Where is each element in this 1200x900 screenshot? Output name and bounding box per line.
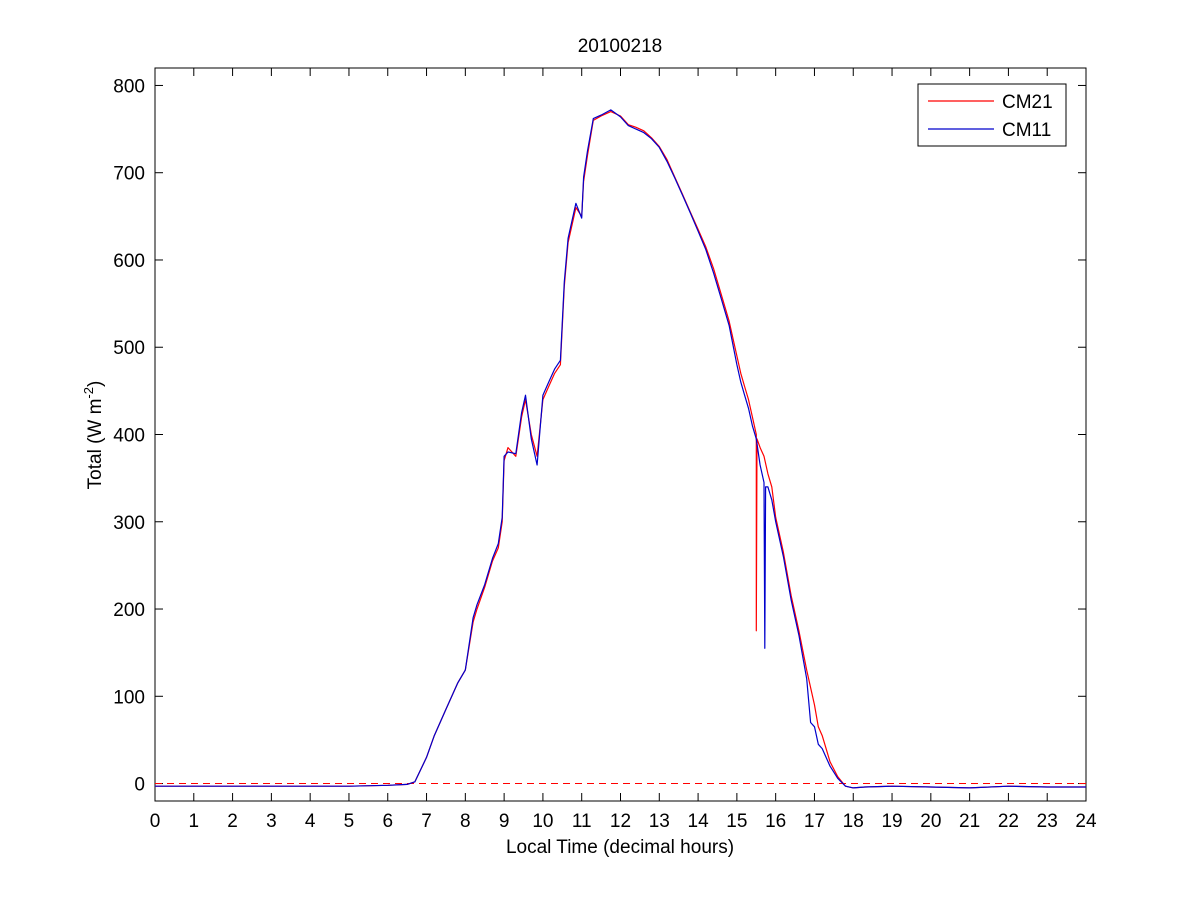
- x-tick-label: 13: [649, 811, 670, 832]
- y-tick-label: 800: [113, 76, 145, 97]
- x-tick-label: 7: [421, 811, 432, 832]
- y-axis-title-prefix: Total (W m: [85, 399, 106, 490]
- x-tick-label: 3: [266, 811, 277, 832]
- x-tick-label: 0: [150, 811, 161, 832]
- legend-label: CM21: [1002, 92, 1053, 113]
- x-tick-label: 20: [920, 811, 941, 832]
- x-tick-label: 22: [998, 811, 1019, 832]
- series-line-cm11: [155, 109, 1086, 789]
- plot-area: 0 1 2 3 4 5 6 7 8 9 10 11 12 13 14 15 16 17 18 19 20 21 22 23 24…: [113, 67, 1097, 832]
- legend-label: CM11: [1002, 120, 1051, 141]
- y-tick-label: 300: [113, 513, 145, 534]
- x-tick-label: 5: [344, 811, 355, 832]
- x-axis-title: Local Time (decimal hours): [506, 837, 734, 858]
- y-axis-title: Total (W m-2): [81, 381, 106, 490]
- y-tick-label: 0: [134, 775, 145, 796]
- x-tick-label: 11: [572, 811, 592, 832]
- x-tick-label: 2: [227, 811, 238, 832]
- x-tick-label: 9: [499, 811, 510, 832]
- x-tick-label: 10: [532, 811, 553, 832]
- x-tick-label: 23: [1037, 811, 1058, 832]
- series-line-cm21: [155, 111, 1086, 789]
- x-tick-label: 12: [610, 811, 631, 832]
- y-axis-title-suffix: ): [85, 381, 106, 387]
- x-tick-label: 18: [843, 811, 864, 832]
- y-tick-label: 200: [113, 600, 145, 621]
- chart-title: 20100218: [578, 36, 663, 57]
- x-tick-label: 24: [1075, 811, 1097, 832]
- x-tick-label: 15: [726, 811, 747, 832]
- legend: CM21 CM11: [917, 83, 1067, 147]
- x-tick-label: 14: [688, 811, 710, 832]
- y-axis-title-superscript: -2: [81, 387, 96, 399]
- x-tick-label: 19: [881, 811, 902, 832]
- x-tick-label: 6: [382, 811, 393, 832]
- x-tick-label: 1: [189, 811, 200, 832]
- x-tick-label: 8: [460, 811, 471, 832]
- y-tick-label: 600: [113, 251, 145, 272]
- x-tick-label: 4: [305, 811, 316, 832]
- y-tick-label: 400: [113, 426, 145, 447]
- y-tick-label: 500: [113, 338, 145, 359]
- legend-box: [917, 83, 1067, 147]
- x-tick-label: 16: [765, 811, 786, 832]
- y-tick-label: 700: [113, 164, 145, 185]
- y-tick-label: 100: [113, 687, 145, 708]
- x-tick-label: 21: [959, 811, 980, 832]
- x-tick-label: 17: [804, 811, 825, 832]
